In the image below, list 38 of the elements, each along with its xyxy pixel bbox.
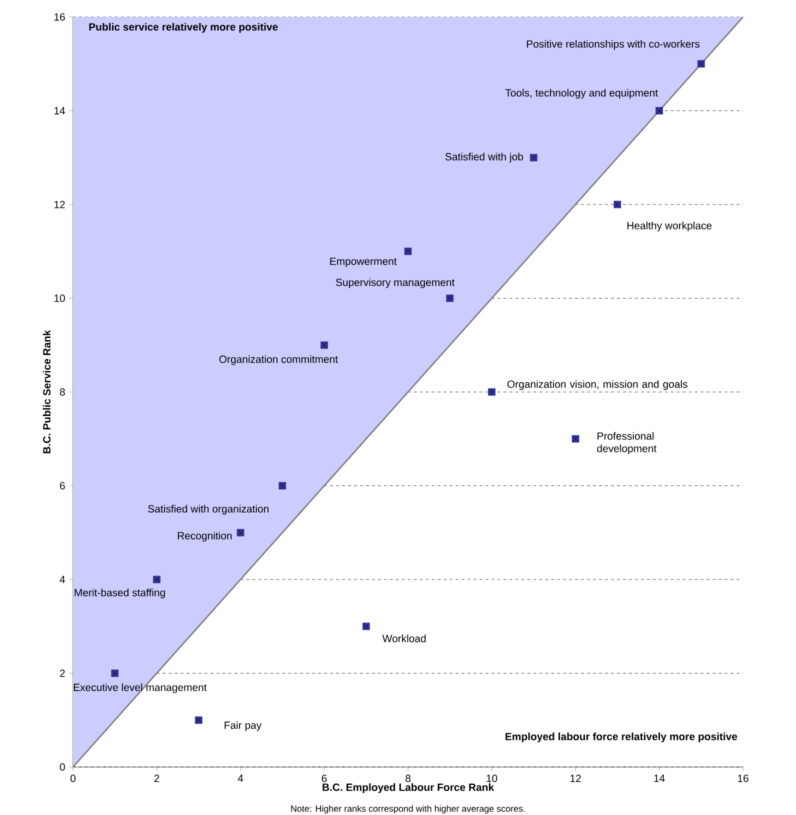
x-tick-label: 6 <box>322 774 327 782</box>
annotation: Satisfied with organization <box>148 504 268 515</box>
x-tick-label: 16 <box>738 774 748 782</box>
annotation: Merit-based staffing <box>74 588 165 598</box>
annotation: Executive level management <box>74 683 207 694</box>
annotation: Professional development <box>597 432 657 454</box>
text: Note: Higher ranks correspond with higher average scores. <box>291 805 525 814</box>
annotation: Empowerment <box>330 258 397 268</box>
annotation: Organization commitment <box>219 355 338 365</box>
y-tick-label: 2 <box>60 670 65 677</box>
annotation: Employed labour force relatively more positive <box>506 732 738 742</box>
annotation: Recognition <box>178 532 232 542</box>
annotation: Workload <box>382 634 426 642</box>
y-tick-label: 6 <box>60 482 65 490</box>
annotation: Healthy workplace <box>627 222 712 232</box>
annotation: Organization vision, mission and goals <box>507 380 688 390</box>
y-tick-label: 8 <box>60 388 65 396</box>
y-tick-label: 12 <box>54 200 65 208</box>
annotation: Satisfied with job <box>445 152 523 162</box>
annotation: Supervisory management <box>336 278 455 288</box>
y-axis-title: B.C. Public Service Rank <box>42 330 51 454</box>
x-tick-label: 10 <box>486 774 498 782</box>
annotation: Public service relatively more positive <box>89 22 278 33</box>
x-tick-label: 0 <box>70 774 76 782</box>
x-tick-label: 8 <box>406 774 410 782</box>
annotation: Fair pay <box>224 721 262 731</box>
x-tick-label: 4 <box>238 774 244 782</box>
x-tick-label: 12 <box>570 774 581 782</box>
annotation: Positive relationships with co-workers <box>526 40 700 50</box>
y-tick-label: 16 <box>54 13 65 21</box>
x-tick-label: 2 <box>154 774 160 782</box>
x-axis-title: B.C. Employed Labour Force Rank <box>322 783 494 794</box>
y-tick-label: 4 <box>60 576 66 584</box>
annotation: Tools, technology and equipment <box>505 88 658 99</box>
y-tick-label: 10 <box>54 294 65 302</box>
y-tick-label: 0 <box>60 763 65 771</box>
x-tick-label: 14 <box>654 774 665 782</box>
y-tick-label: 14 <box>54 107 66 114</box>
